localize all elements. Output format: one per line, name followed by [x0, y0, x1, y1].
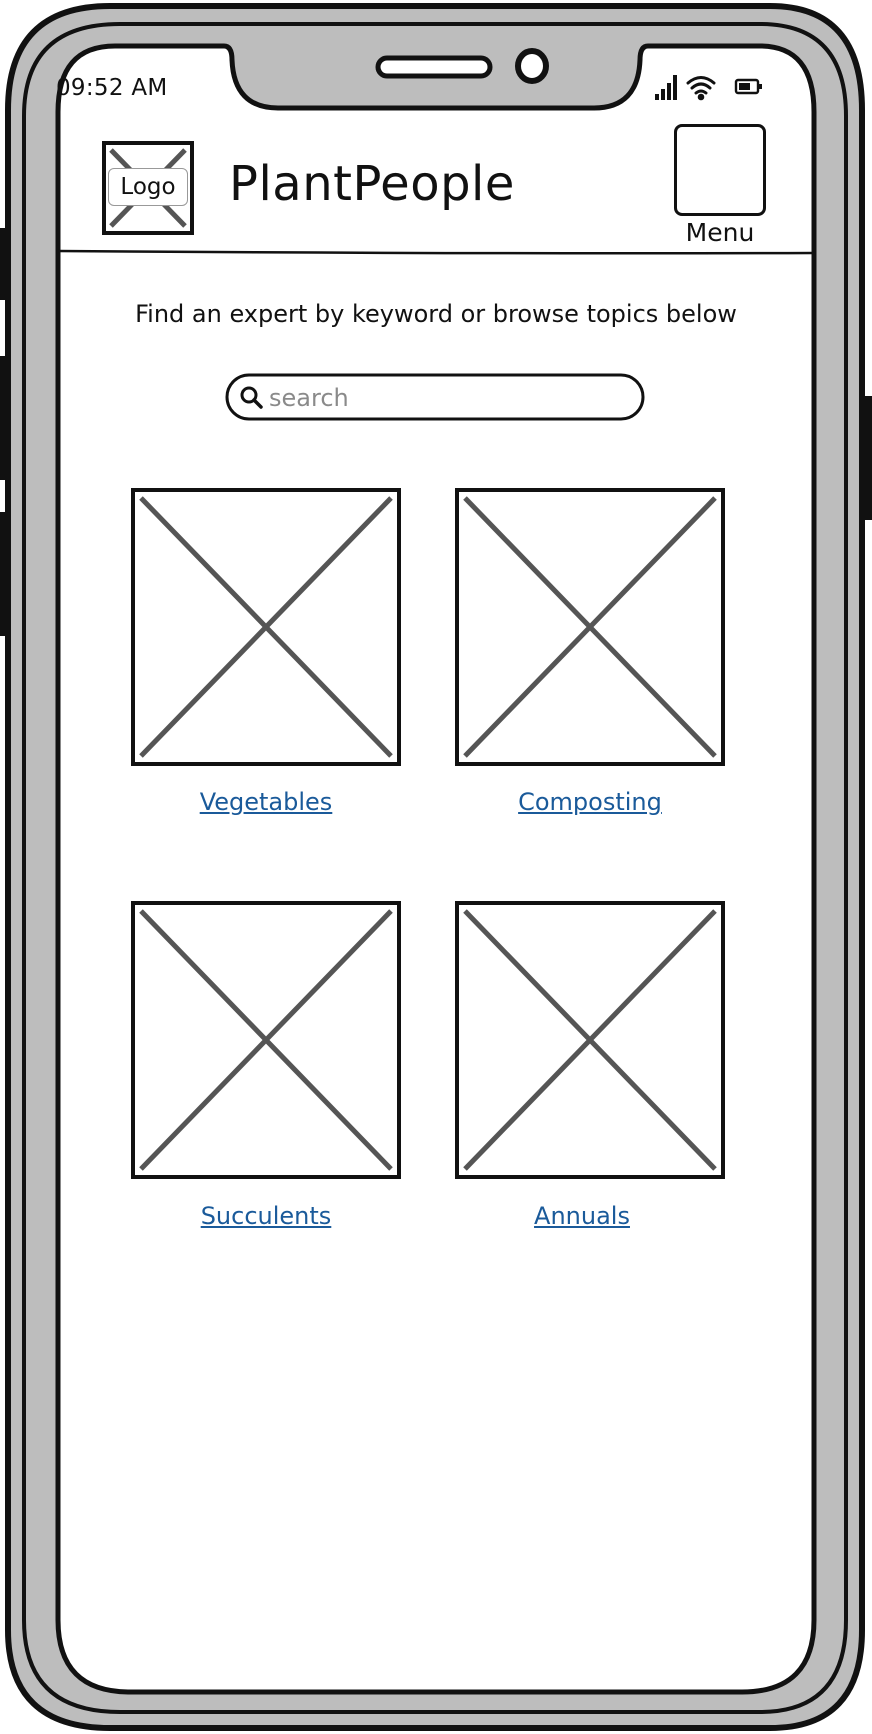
brand-name[interactable]: PlantPeople [229, 156, 515, 212]
topic-image-succulents[interactable] [131, 901, 401, 1179]
search-bar[interactable] [225, 372, 645, 422]
logo-label[interactable]: Logo [108, 168, 188, 206]
battery-icon [734, 78, 762, 95]
wifi-icon [686, 76, 716, 101]
search-input[interactable] [267, 378, 631, 418]
topic-link-annuals[interactable]: Annuals [534, 1202, 630, 1230]
menu-button[interactable] [674, 124, 766, 216]
intro-text: Find an expert by keyword or browse topi… [135, 300, 737, 328]
topic-image-vegetables[interactable] [131, 488, 401, 766]
status-time: 09:52 AM [56, 75, 168, 101]
topic-link-vegetables[interactable]: Vegetables [199, 788, 333, 816]
status-icons [655, 75, 762, 101]
signal-icon [655, 75, 677, 100]
menu-label: Menu [685, 218, 755, 247]
topic-image-composting[interactable] [455, 488, 725, 766]
header-divider [58, 249, 814, 255]
topic-link-succulents[interactable]: Succulents [200, 1202, 332, 1230]
search-icon [240, 386, 263, 409]
topic-image-annuals[interactable] [455, 901, 725, 1179]
topic-link-composting[interactable]: Composting [518, 788, 662, 816]
